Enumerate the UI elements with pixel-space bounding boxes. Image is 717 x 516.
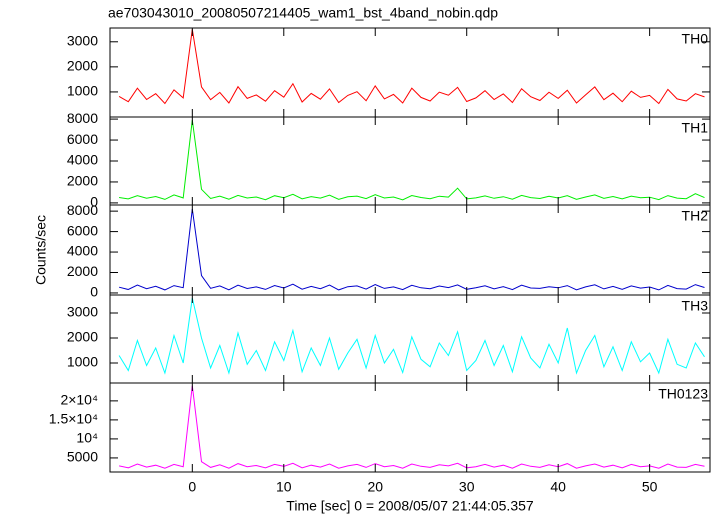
x-tick-label: 40: [550, 479, 566, 495]
x-tick-label: 50: [642, 479, 658, 495]
y-tick-label: 10⁴: [76, 430, 98, 446]
series-line: [118, 209, 705, 291]
series-line: [118, 385, 705, 469]
panel-frame: [109, 27, 711, 118]
y-tick-label: 2000: [67, 173, 98, 189]
series-line: [118, 29, 705, 105]
panel-frame: [109, 294, 711, 384]
y-tick-label: 0: [90, 194, 98, 210]
y-tick-label: 4000: [67, 152, 98, 168]
y-tick-label: 8000: [67, 202, 98, 218]
chart-title: ae703043010_20080507214405_wam1_bst_4ban…: [108, 5, 498, 21]
y-tick-label: 1000: [67, 354, 98, 370]
panel-label: TH2: [682, 208, 709, 224]
panel-label: TH3: [682, 298, 709, 314]
y-tick-label: 5000: [67, 449, 98, 465]
x-tick-label: 20: [367, 479, 383, 495]
y-tick-label: 3000: [67, 32, 98, 48]
x-tick-label: 0: [188, 479, 196, 495]
x-axis-label: Time [sec] 0 = 2008/05/07 21:44:05.357: [286, 498, 534, 514]
y-tick-label: 4000: [67, 243, 98, 259]
y-tick-label: 6000: [67, 222, 98, 238]
y-tick-label: 2000: [67, 263, 98, 279]
y-tick-label: 8000: [67, 110, 98, 126]
y-tick-label: 0: [90, 284, 98, 300]
x-tick-label: 10: [276, 479, 292, 495]
panel-frame: [109, 116, 711, 206]
y-tick-label: 1.5×10⁴: [49, 411, 98, 427]
y-tick-label: 2×10⁴: [60, 392, 98, 408]
panel-label: TH1: [682, 120, 709, 136]
y-tick-label: 2000: [67, 58, 98, 74]
series-line: [119, 120, 705, 201]
panel-label: TH0: [682, 31, 709, 47]
panel-frame: [109, 204, 711, 296]
panel-frame: [109, 382, 711, 473]
panel-label: TH0123: [658, 386, 708, 402]
series-line: [118, 297, 705, 375]
y-tick-label: 1000: [67, 83, 98, 99]
y-tick-label: 3000: [67, 304, 98, 320]
y-tick-label: 6000: [67, 131, 98, 147]
y-axis-label: Counts/sec: [33, 215, 49, 285]
y-tick-label: 2000: [67, 329, 98, 345]
x-tick-label: 30: [459, 479, 475, 495]
